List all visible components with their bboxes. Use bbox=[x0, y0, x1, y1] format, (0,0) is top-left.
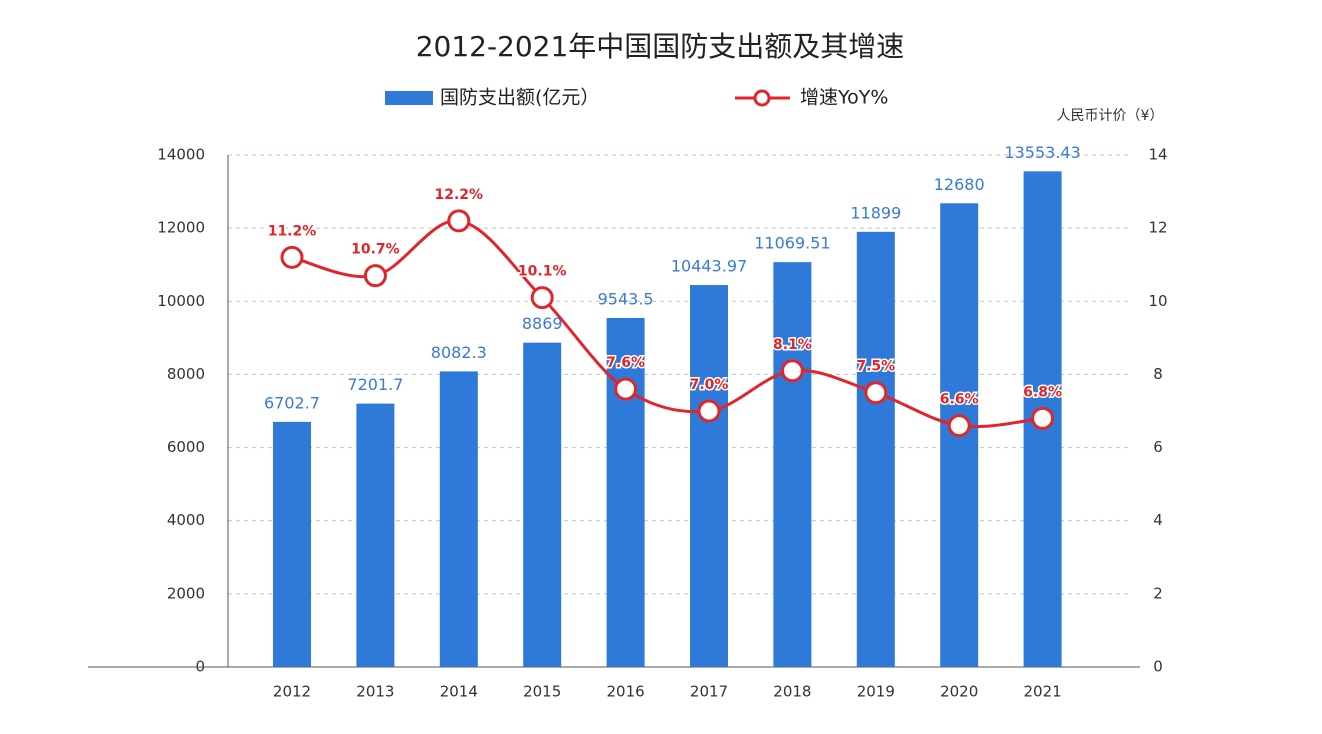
y-tick-label: 2000 bbox=[167, 584, 205, 602]
y-tick-label: 14000 bbox=[157, 146, 205, 164]
bar-value-label: 6702.7 bbox=[264, 393, 320, 412]
bar-value-label: 8869 bbox=[522, 314, 563, 333]
bar bbox=[690, 285, 728, 667]
line-value-label: 8.1% bbox=[773, 337, 812, 353]
y-tick-label: 6000 bbox=[167, 438, 205, 456]
line-marker bbox=[363, 264, 387, 288]
line-marker bbox=[530, 286, 554, 310]
line-value-label: 6.6% bbox=[940, 392, 979, 408]
line-marker bbox=[947, 414, 971, 438]
y2-tick-label: 2 bbox=[1153, 584, 1163, 602]
line-marker bbox=[780, 359, 804, 383]
x-tick-label: 2017 bbox=[690, 683, 728, 701]
line-marker bbox=[280, 245, 304, 269]
bar bbox=[606, 317, 645, 667]
bar bbox=[856, 231, 895, 667]
legend-swatch bbox=[385, 91, 433, 105]
line-value-label: 10.1% bbox=[518, 264, 567, 280]
bar-value-label: 12680 bbox=[934, 175, 985, 194]
y2-tick-label: 0 bbox=[1153, 658, 1163, 676]
line-marker bbox=[697, 399, 721, 423]
y-tick-label: 8000 bbox=[167, 365, 205, 383]
x-tick-label: 2014 bbox=[440, 683, 478, 701]
bar-value-label: 11069.51 bbox=[754, 234, 830, 253]
line-value-label: 7.6% bbox=[606, 355, 645, 371]
x-tick-label: 2018 bbox=[773, 683, 811, 701]
legend-label: 增速YoY% bbox=[800, 87, 888, 109]
y-tick-label: 4000 bbox=[167, 511, 205, 529]
line-value-label: 10.7% bbox=[351, 242, 400, 258]
line-marker bbox=[614, 377, 638, 401]
bar bbox=[523, 342, 562, 667]
x-tick-label: 2013 bbox=[356, 683, 394, 701]
line-marker bbox=[1031, 406, 1055, 430]
y2-tick-label: 12 bbox=[1148, 219, 1167, 237]
line-value-label: 7.5% bbox=[856, 359, 895, 375]
chart-title: 2012-2021年中国国防支出额及其增速 bbox=[416, 30, 905, 63]
bar bbox=[773, 262, 812, 667]
line-marker bbox=[864, 381, 888, 405]
x-tick-label: 2021 bbox=[1024, 683, 1062, 701]
x-tick-label: 2020 bbox=[940, 683, 978, 701]
line-value-label: 11.2% bbox=[268, 223, 317, 239]
axis-annotation: 人民币计价（¥） bbox=[1057, 108, 1164, 124]
line bbox=[291, 219, 1043, 429]
bar bbox=[273, 421, 311, 667]
bar bbox=[356, 403, 395, 667]
y-tick-label: 12000 bbox=[157, 219, 205, 237]
bar-value-label: 13553.43 bbox=[1004, 143, 1080, 162]
bar-value-label: 7201.7 bbox=[347, 375, 403, 394]
y2-tick-label: 8 bbox=[1153, 365, 1163, 383]
bar-value-label: 9543.5 bbox=[598, 289, 654, 308]
y2-tick-label: 14 bbox=[1148, 146, 1167, 164]
bar-value-label: 11899 bbox=[850, 203, 901, 222]
line-marker bbox=[447, 209, 471, 233]
line-value-label: 6.8% bbox=[1023, 384, 1062, 400]
line-value-label: 12.2% bbox=[435, 187, 484, 203]
y2-tick-label: 4 bbox=[1153, 511, 1163, 529]
bar-value-label: 8082.3 bbox=[431, 343, 487, 362]
x-tick-label: 2015 bbox=[523, 683, 561, 701]
bar bbox=[439, 371, 478, 667]
bar-value-label: 10443.97 bbox=[671, 257, 747, 276]
y-tick-label: 10000 bbox=[157, 292, 205, 310]
x-tick-label: 2019 bbox=[857, 683, 895, 701]
line-value-label: 7.0% bbox=[690, 377, 729, 393]
y2-tick-label: 10 bbox=[1148, 292, 1167, 310]
x-tick-label: 2012 bbox=[273, 683, 311, 701]
legend-label: 国防支出额(亿元） bbox=[440, 87, 599, 109]
x-tick-label: 2016 bbox=[607, 683, 645, 701]
y2-tick-label: 6 bbox=[1153, 438, 1163, 456]
legend-marker bbox=[753, 89, 771, 107]
